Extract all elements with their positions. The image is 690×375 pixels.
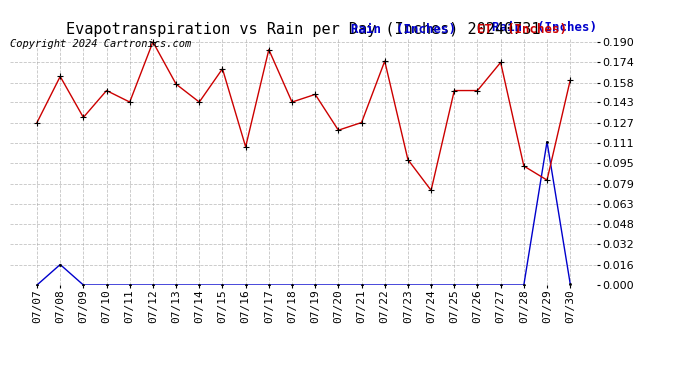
Text: Rain  (Inches): Rain (Inches) — [492, 21, 597, 34]
Title: Evapotranspiration vs Rain per Day (Inches) 20240731: Evapotranspiration vs Rain per Day (Inch… — [66, 22, 541, 37]
Text: Rain  (Inches)ET  (Inches): Rain (Inches)ET (Inches) — [402, 21, 597, 34]
Text: Copyright 2024 Cartronics.com: Copyright 2024 Cartronics.com — [10, 39, 192, 50]
Text: Rain  (Inches): Rain (Inches) — [351, 22, 455, 36]
Text: ET  (Inches): ET (Inches) — [477, 22, 566, 36]
